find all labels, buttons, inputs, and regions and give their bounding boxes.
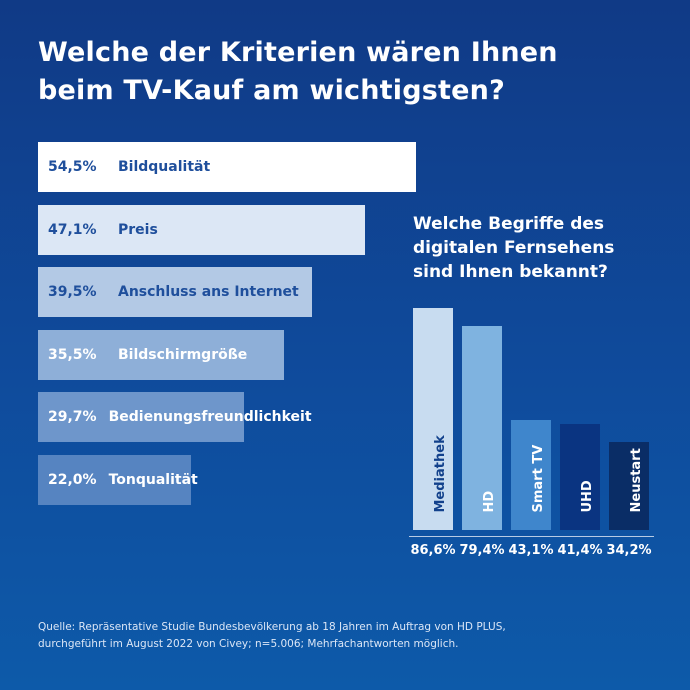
criteria-bar-label: Tonqualität — [108, 471, 198, 488]
terms-bar-label: HD — [482, 490, 497, 513]
terms-bar: UHD — [560, 423, 600, 530]
terms-bar: Neustart — [609, 442, 649, 530]
criteria-bar-label: Preis — [118, 221, 158, 238]
criteria-bar-value: 47,1% — [48, 221, 97, 238]
terms-bar-label: Smart TV — [531, 444, 546, 513]
criteria-bar: 29,7% Bedienungsfreundlichkeit — [38, 392, 312, 442]
criteria-bar-value: 22,0% — [48, 471, 97, 488]
source-note: Quelle: Repräsentative Studie Bundesbevö… — [38, 619, 658, 653]
terms-bar-value: 79,4% — [459, 543, 505, 558]
terms-bar-value: 86,6% — [410, 543, 456, 558]
subtitle-line-2: digitalen Fernsehens — [413, 238, 615, 258]
terms-bar: Smart TV — [511, 419, 551, 530]
title-line-2: beim TV-Kauf am wichtigsten? — [38, 75, 505, 106]
criteria-bar-label: Bedienungsfreundlichkeit — [108, 409, 312, 425]
terms-bar-value: 41,4% — [557, 543, 603, 558]
terms-bar-value: 34,2% — [606, 543, 652, 558]
criteria-bar: 22,0% Tonqualität — [38, 454, 198, 505]
criteria-bar-label: Bildschirmgröße — [118, 346, 248, 363]
terms-bar: Mediathek — [413, 308, 453, 530]
title-line-1: Welche der Kriterien wären Ihnen — [38, 37, 558, 68]
criteria-bar-label: Anschluss ans Internet — [118, 284, 299, 300]
page-title: Welche der Kriterien wären Ihnen beim TV… — [38, 34, 658, 110]
criteria-bar-label: Bildqualität — [118, 159, 211, 175]
terms-bar: HD — [462, 326, 502, 530]
criteria-bar: 54,5% Bildqualität — [38, 142, 416, 192]
subtitle-line-1: Welche Begriffe des — [413, 214, 605, 234]
criteria-bar-value: 39,5% — [48, 284, 97, 300]
terms-bar-label: Neustart — [629, 448, 644, 513]
terms-bar-label: UHD — [580, 480, 595, 513]
criteria-bar: 35,5% Bildschirmgröße — [38, 329, 285, 380]
chart-subtitle: Welche Begriffe des digitalen Fernsehens… — [413, 212, 683, 284]
source-line-1: Quelle: Repräsentative Studie Bundesbevö… — [38, 621, 506, 633]
criteria-bar: 47,1% Preis — [38, 204, 365, 255]
terms-bar-value: 43,1% — [508, 543, 554, 558]
criteria-bar-value: 54,5% — [48, 159, 97, 175]
terms-bar-label: Mediathek — [433, 435, 448, 513]
criteria-bar-value: 35,5% — [48, 346, 97, 363]
terms-chart-baseline — [409, 536, 654, 537]
criteria-bar: 39,5% Anschluss ans Internet — [38, 267, 312, 317]
subtitle-line-3: sind Ihnen bekannt? — [413, 262, 608, 282]
source-line-2: durchgeführt im August 2022 von Civey; n… — [38, 638, 459, 650]
criteria-bar-value: 29,7% — [48, 409, 97, 425]
